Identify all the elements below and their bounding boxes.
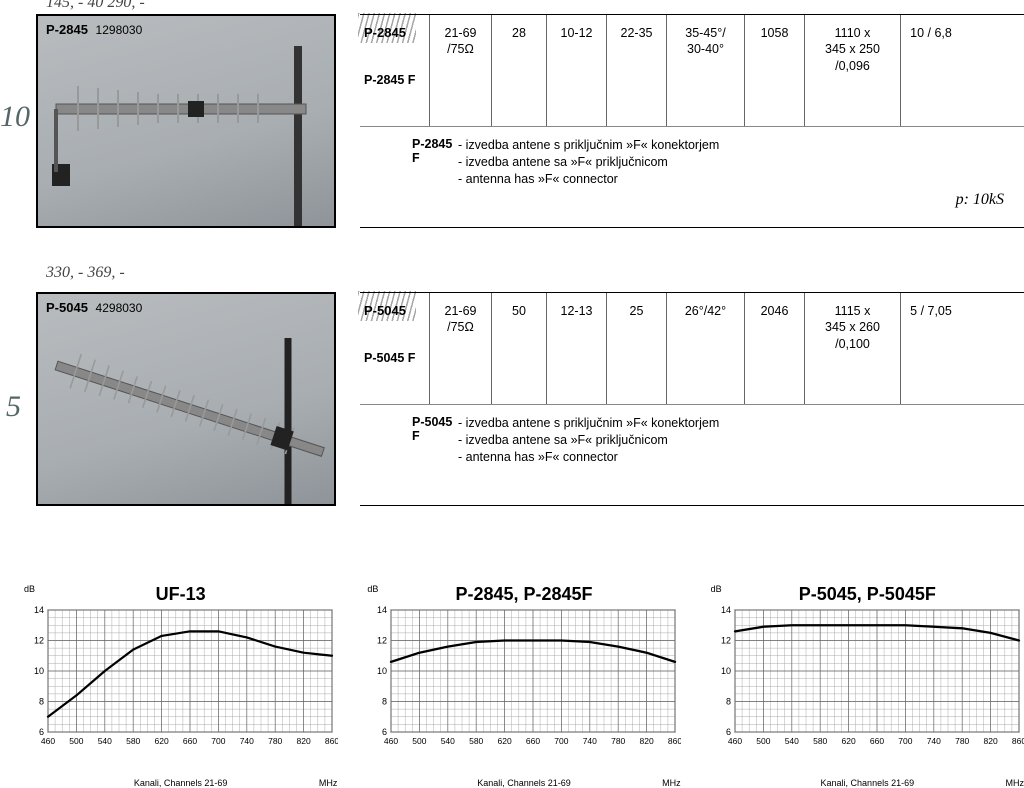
spec-row: P-2845 P-2845 F 21-69 /75Ω 28 10-12 22-3…	[360, 15, 1024, 127]
note-text: - izvedba antene s priključnim »F« konek…	[458, 137, 1016, 188]
note-row: P-2845 F - izvedba antene s priključnim …	[360, 127, 1024, 188]
product-row-p5045: P-5045 4298030	[28, 292, 1024, 516]
svg-text:700: 700	[211, 736, 225, 746]
handwritten-side-2: 5	[6, 390, 21, 424]
chart-title: P-2845, P-2845F	[367, 584, 680, 605]
svg-text:14: 14	[34, 605, 44, 615]
svg-text:620: 620	[155, 736, 169, 746]
model-main: P-2845	[364, 25, 429, 42]
product-photo-p2845: P-2845 1298030	[36, 14, 336, 228]
svg-text:660: 660	[870, 736, 884, 746]
handwritten-side-1: 10	[0, 100, 30, 134]
cell-elements: 50	[492, 293, 547, 404]
svg-text:10: 10	[377, 666, 387, 676]
svg-text:660: 660	[183, 736, 197, 746]
svg-text:780: 780	[268, 736, 282, 746]
svg-text:700: 700	[555, 736, 569, 746]
svg-text:540: 540	[98, 736, 112, 746]
antenna-illustration	[38, 16, 336, 228]
svg-text:820: 820	[297, 736, 311, 746]
svg-text:780: 780	[611, 736, 625, 746]
svg-text:580: 580	[126, 736, 140, 746]
svg-text:580: 580	[813, 736, 827, 746]
cell-fb: 25	[607, 293, 667, 404]
cell-beam: 26°/42°	[667, 293, 745, 404]
svg-text:460: 460	[728, 736, 742, 746]
cell-channels: 21-69 /75Ω	[430, 293, 492, 404]
cell-beam: 35-45°/ 30-40°	[667, 15, 745, 126]
note-row: P-5045 F - izvedba antene s priključnim …	[360, 405, 1024, 466]
svg-text:860: 860	[1012, 736, 1024, 746]
product-row-p2845: P-2845 1298030 P-2845 P-2845 F	[28, 14, 1024, 238]
charts-row: dB UF-13 4605005405806206607007407808208…	[24, 590, 1024, 780]
svg-text:6: 6	[382, 727, 387, 737]
svg-text:820: 820	[983, 736, 997, 746]
svg-text:14: 14	[377, 605, 387, 615]
cell-weight: 10 / 6,8	[901, 15, 961, 126]
svg-text:740: 740	[240, 736, 254, 746]
cell-weight: 5 / 7,05	[901, 293, 961, 404]
svg-text:500: 500	[756, 736, 770, 746]
antenna-illustration	[38, 294, 336, 506]
cell-dims: 1115 x 345 x 260 /0,100	[805, 293, 901, 404]
model-main: P-5045	[364, 303, 429, 320]
handwritten-note-price: p: 10kS	[956, 191, 1004, 209]
cell-dims: 1110 x 345 x 250 /0,096	[805, 15, 901, 126]
note-label: P-5045 F	[368, 415, 458, 466]
chart-p2845: dB P-2845, P-2845F 460500540580620660700…	[367, 590, 680, 780]
svg-text:6: 6	[726, 727, 731, 737]
svg-text:460: 460	[384, 736, 398, 746]
svg-text:10: 10	[721, 666, 731, 676]
svg-text:780: 780	[955, 736, 969, 746]
spec-row: P-5045 P-5045 F 21-69 /75Ω 50 12-13 25 2…	[360, 293, 1024, 405]
svg-text:8: 8	[382, 697, 387, 707]
cell-elements: 28	[492, 15, 547, 126]
cell-gain: 10-12	[547, 15, 607, 126]
svg-text:660: 660	[526, 736, 540, 746]
svg-text:580: 580	[469, 736, 483, 746]
cell-channels: 21-69 /75Ω	[430, 15, 492, 126]
handwritten-note-mid: 330, - 369, -	[46, 264, 125, 282]
svg-text:14: 14	[721, 605, 731, 615]
svg-text:540: 540	[784, 736, 798, 746]
note-label: P-2845 F	[368, 137, 458, 188]
spec-table-p5045: P-5045 P-5045 F 21-69 /75Ω 50 12-13 25 2…	[360, 292, 1024, 506]
chart-title: UF-13	[24, 584, 337, 605]
cell-length: 2046	[745, 293, 805, 404]
cell-length: 1058	[745, 15, 805, 126]
svg-text:12: 12	[721, 636, 731, 646]
svg-text:860: 860	[668, 736, 681, 746]
svg-text:860: 860	[325, 736, 338, 746]
svg-text:740: 740	[583, 736, 597, 746]
svg-text:500: 500	[413, 736, 427, 746]
cell-gain: 12-13	[547, 293, 607, 404]
cell-fb: 22-35	[607, 15, 667, 126]
chart-uf13: dB UF-13 4605005405806206607007407808208…	[24, 590, 337, 780]
spec-table-p2845: P-2845 P-2845 F 21-69 /75Ω 28 10-12 22-3…	[360, 14, 1024, 228]
svg-text:10: 10	[34, 666, 44, 676]
cell-model: P-5045 P-5045 F	[360, 293, 430, 404]
model-sub: P-5045 F	[364, 350, 429, 366]
note-text: - izvedba antene s priključnim »F« konek…	[458, 415, 1016, 466]
svg-text:620: 620	[498, 736, 512, 746]
chart-title: P-5045, P-5045F	[711, 584, 1024, 605]
svg-text:8: 8	[726, 697, 731, 707]
cell-model: P-2845 P-2845 F	[360, 15, 430, 126]
svg-text:820: 820	[640, 736, 654, 746]
svg-text:700: 700	[898, 736, 912, 746]
product-photo-p5045: P-5045 4298030	[36, 292, 336, 506]
svg-text:540: 540	[441, 736, 455, 746]
handwritten-note-top: 145, - 40 290, -	[46, 0, 145, 12]
svg-text:8: 8	[39, 697, 44, 707]
svg-text:6: 6	[39, 727, 44, 737]
svg-text:12: 12	[377, 636, 387, 646]
svg-text:460: 460	[41, 736, 55, 746]
svg-text:740: 740	[926, 736, 940, 746]
svg-text:620: 620	[841, 736, 855, 746]
svg-text:500: 500	[69, 736, 83, 746]
chart-p5045: dB P-5045, P-5045F 460500540580620660700…	[711, 590, 1024, 780]
model-sub: P-2845 F	[364, 72, 429, 88]
svg-text:12: 12	[34, 636, 44, 646]
